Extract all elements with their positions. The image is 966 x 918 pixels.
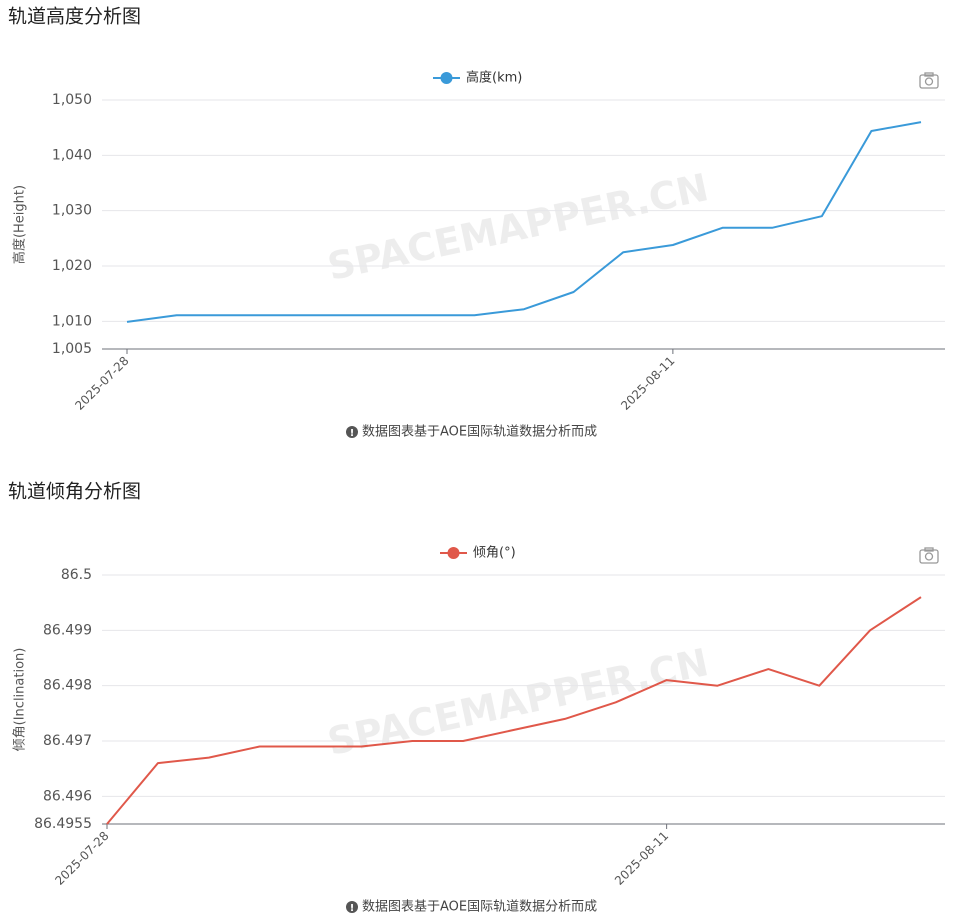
note: 数据图表基于AOE国际轨道数据分析而成 [362,900,597,915]
y-tick-label: 86.5 [61,567,92,583]
camera-lens [924,77,934,86]
y-tick-label: 1,005 [52,341,92,357]
chart-title: 轨道高度分析图 [8,6,141,28]
y-tick-label: 86.497 [43,733,92,749]
legend-marker [440,72,453,84]
watermark: SPACEMAPPER.CN [324,640,713,764]
legend-label: 高度(km) [466,70,522,86]
save-image-button[interactable] [919,547,939,564]
y-tick-label: 86.499 [43,622,92,638]
save-image-button[interactable] [919,72,939,89]
data-line [106,596,922,825]
y-axis-title: 倾角(Inclination) [13,648,28,752]
note-icon [346,901,358,913]
note-icon [346,426,358,438]
camera-body [919,549,939,564]
y-tick-label: 1,030 [52,203,92,219]
y-tick-label: 86.498 [43,678,92,694]
camera-top [924,547,934,552]
note: 数据图表基于AOE国际轨道数据分析而成 [362,425,597,440]
legend-marker [447,547,460,559]
camera-lens [924,552,934,561]
watermark: SPACEMAPPER.CN [324,165,713,289]
y-tick-label: 86.496 [43,788,92,804]
y-tick-label: 1,040 [52,147,92,163]
chart-title: 轨道倾角分析图 [8,481,141,503]
y-tick-label: 86.4955 [34,816,92,832]
data-line [126,121,922,323]
camera-body [919,74,939,89]
x-tick-label: 2025-08-11 [618,354,677,413]
note-icon-mark: ! [350,428,355,439]
x-tick-label: 2025-08-11 [612,829,671,888]
y-tick-label: 1,050 [52,92,92,108]
note-icon-mark: ! [350,903,355,914]
y-axis-title: 高度(Height) [12,185,28,264]
x-tick-label: 2025-07-28 [72,354,131,413]
y-tick-label: 1,020 [52,258,92,274]
x-tick-label: 2025-07-28 [52,829,111,888]
camera-top [924,72,934,77]
legend-label: 倾角(°) [473,546,516,561]
y-tick-label: 1,010 [52,313,92,329]
